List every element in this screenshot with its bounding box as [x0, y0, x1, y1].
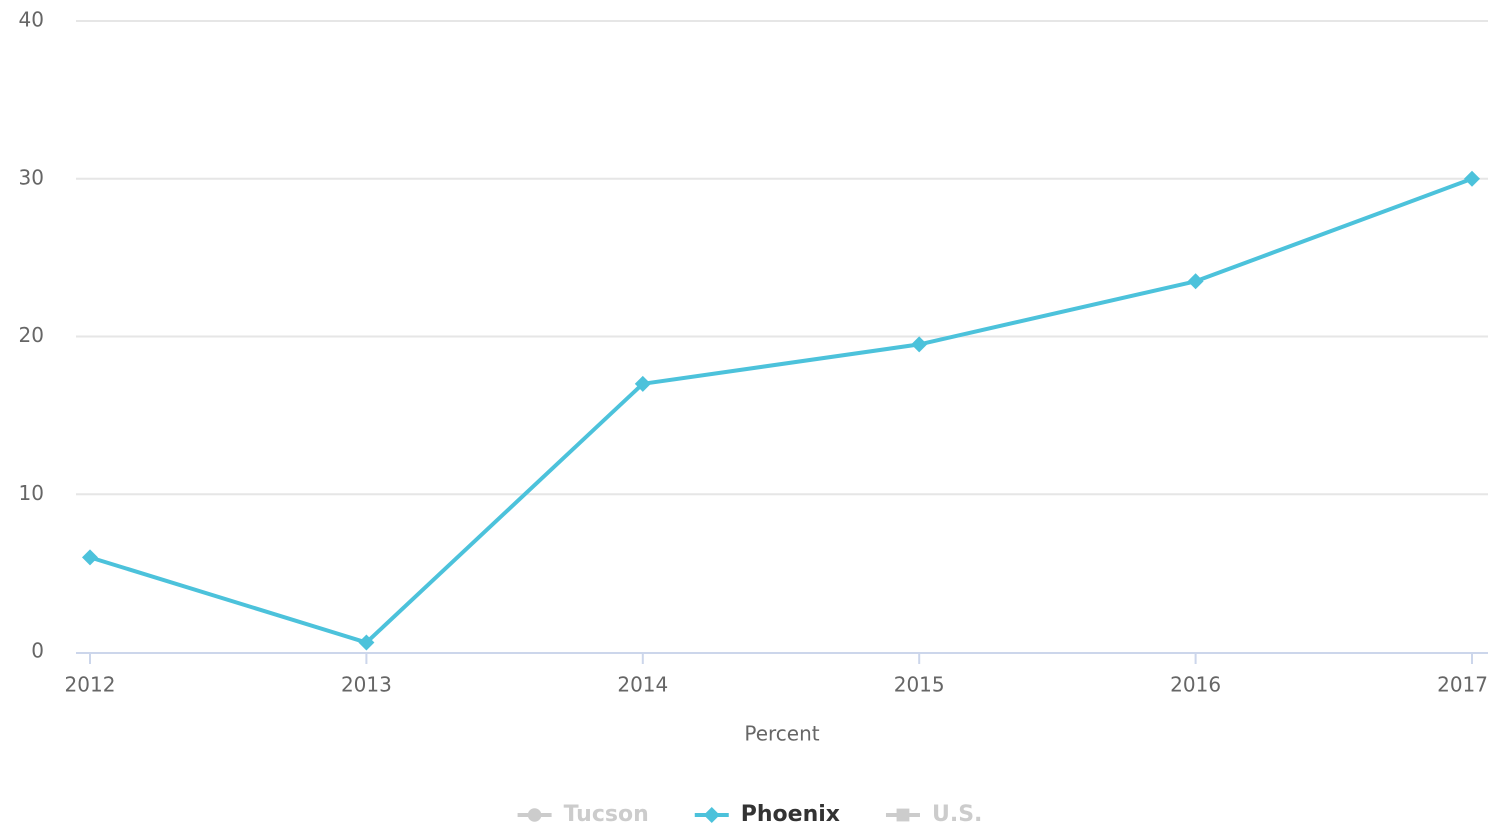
- legend-marker: [896, 808, 910, 822]
- data-point: [1187, 273, 1204, 290]
- y-tick-label: 0: [31, 639, 44, 663]
- y-tick-label: 30: [19, 165, 44, 189]
- series-line: [89, 176, 1473, 645]
- legend-label: Tucson: [564, 802, 649, 827]
- legend-item[interactable]: Phoenix: [694, 802, 840, 827]
- x-tick-label: 2015: [894, 673, 945, 697]
- legend-item[interactable]: U.S.: [885, 802, 982, 827]
- legend: Tucson Phoenix U.S.: [517, 802, 982, 827]
- x-tick-label: 2014: [617, 673, 668, 697]
- legend-marker: [527, 808, 542, 822]
- legend-label: U.S.: [932, 802, 982, 827]
- x-tick-label: 2012: [65, 673, 116, 697]
- x-tick-label: 2013: [341, 673, 392, 697]
- x-axis-label: Percent: [744, 722, 819, 746]
- legend-marker: [703, 807, 720, 823]
- data-point: [1464, 170, 1480, 187]
- legend-item[interactable]: Tucson: [517, 802, 649, 827]
- legend-label: Phoenix: [741, 802, 840, 827]
- data-point: [634, 375, 651, 392]
- x-tick-label: 2016: [1170, 673, 1221, 697]
- y-tick-label: 10: [19, 481, 44, 505]
- data-point: [82, 549, 98, 566]
- data-point: [911, 336, 928, 353]
- y-tick-label: 40: [19, 8, 44, 32]
- x-tick-label: 2017: [1437, 673, 1488, 697]
- y-tick-label: 20: [19, 323, 44, 347]
- data-point: [358, 634, 375, 651]
